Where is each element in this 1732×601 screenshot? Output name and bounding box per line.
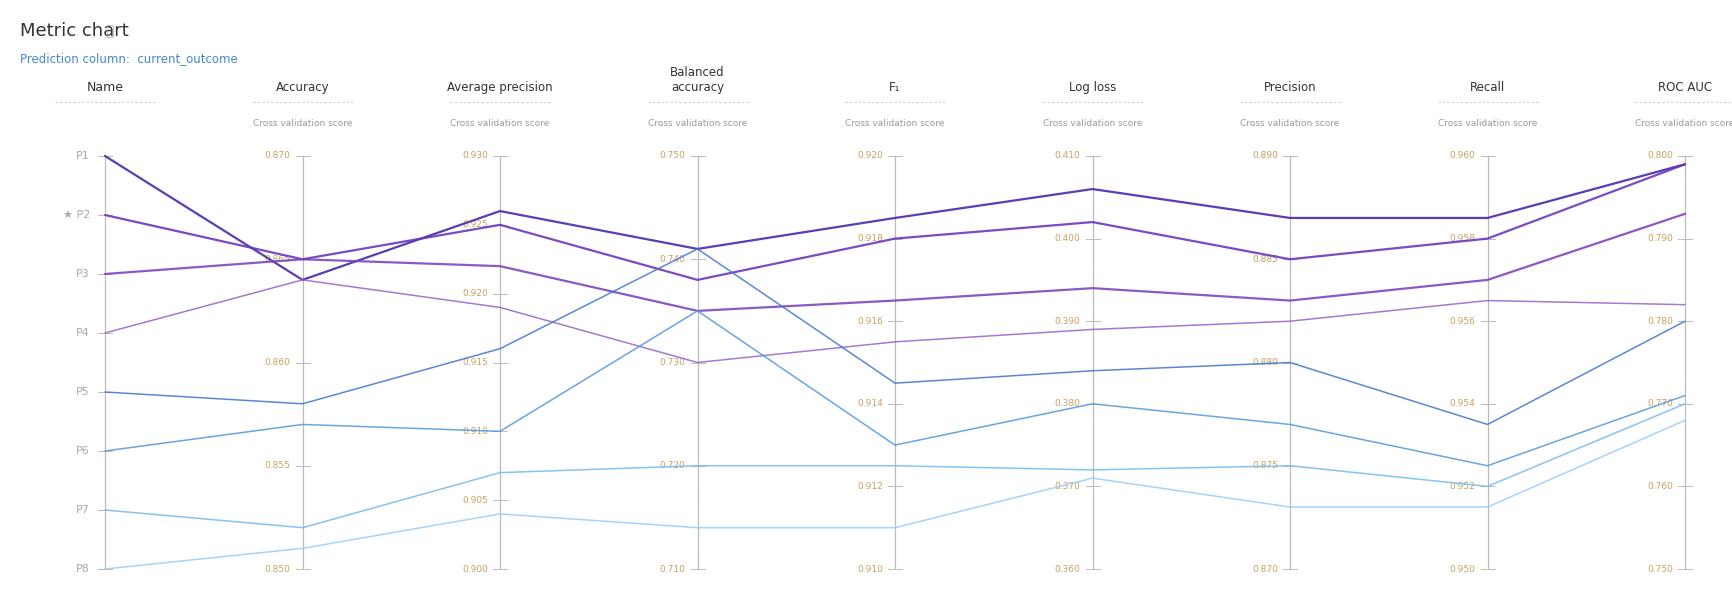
Text: 0.910: 0.910 xyxy=(462,427,488,436)
Text: 0.730: 0.730 xyxy=(660,358,686,367)
Text: 0.380: 0.380 xyxy=(1055,399,1081,408)
Text: P5: P5 xyxy=(76,387,90,397)
Text: 0.750: 0.750 xyxy=(1647,564,1673,573)
Text: 0.750: 0.750 xyxy=(660,151,686,160)
Text: 0.370: 0.370 xyxy=(1055,482,1081,491)
Text: Cross validation score: Cross validation score xyxy=(253,119,352,128)
Text: Average precision: Average precision xyxy=(447,81,553,94)
Text: 0.900: 0.900 xyxy=(462,564,488,573)
Text: 0.916: 0.916 xyxy=(857,317,883,326)
Text: 0.770: 0.770 xyxy=(1647,399,1673,408)
Text: 0.800: 0.800 xyxy=(1647,151,1673,160)
Text: Cross validation score: Cross validation score xyxy=(1635,119,1732,128)
Text: P1: P1 xyxy=(76,151,90,161)
Text: 0.912: 0.912 xyxy=(857,482,883,491)
Text: 0.870: 0.870 xyxy=(265,151,291,160)
Text: 0.918: 0.918 xyxy=(857,234,883,243)
Text: Recall: Recall xyxy=(1470,81,1505,94)
Text: 0.920: 0.920 xyxy=(857,151,883,160)
Text: Cross validation score: Cross validation score xyxy=(450,119,549,128)
Text: 0.930: 0.930 xyxy=(462,151,488,160)
Text: 0.390: 0.390 xyxy=(1055,317,1081,326)
Text: 0.914: 0.914 xyxy=(857,399,883,408)
Text: Prediction column:  current_outcome: Prediction column: current_outcome xyxy=(21,52,237,66)
Text: 0.720: 0.720 xyxy=(660,461,686,470)
Text: Metric chart: Metric chart xyxy=(21,22,128,40)
Text: 0.885: 0.885 xyxy=(1252,255,1278,264)
Text: 0.925: 0.925 xyxy=(462,221,488,230)
Text: Cross validation score: Cross validation score xyxy=(1043,119,1141,128)
Text: 0.950: 0.950 xyxy=(1450,564,1476,573)
Text: 0.890: 0.890 xyxy=(1252,151,1278,160)
Text: 0.400: 0.400 xyxy=(1055,234,1081,243)
Text: 0.790: 0.790 xyxy=(1647,234,1673,243)
Text: 0.410: 0.410 xyxy=(1055,151,1081,160)
Text: 0.905: 0.905 xyxy=(462,496,488,505)
Text: 0.880: 0.880 xyxy=(1252,358,1278,367)
Text: 0.860: 0.860 xyxy=(265,358,291,367)
Text: 0.910: 0.910 xyxy=(857,564,883,573)
Text: 0.915: 0.915 xyxy=(462,358,488,367)
Text: P8: P8 xyxy=(76,564,90,574)
Text: 0.952: 0.952 xyxy=(1450,482,1476,491)
Text: ⓘ: ⓘ xyxy=(106,24,113,38)
Text: 0.855: 0.855 xyxy=(265,461,291,470)
Text: 0.360: 0.360 xyxy=(1055,564,1081,573)
Text: Name: Name xyxy=(87,81,123,94)
Text: 0.954: 0.954 xyxy=(1450,399,1476,408)
Text: Cross validation score: Cross validation score xyxy=(1240,119,1339,128)
Text: P3: P3 xyxy=(76,269,90,279)
Text: 0.760: 0.760 xyxy=(1647,482,1673,491)
Text: 0.956: 0.956 xyxy=(1450,317,1476,326)
Text: 0.960: 0.960 xyxy=(1450,151,1476,160)
Text: 0.710: 0.710 xyxy=(660,564,686,573)
Text: P7: P7 xyxy=(76,505,90,515)
Text: 0.780: 0.780 xyxy=(1647,317,1673,326)
Text: Precision: Precision xyxy=(1264,81,1316,94)
Text: 0.958: 0.958 xyxy=(1450,234,1476,243)
Text: ★ P2: ★ P2 xyxy=(62,210,90,220)
Text: ROC AUC: ROC AUC xyxy=(1658,81,1711,94)
Text: Cross validation score: Cross validation score xyxy=(1438,119,1538,128)
Text: Cross validation score: Cross validation score xyxy=(845,119,944,128)
Text: 0.920: 0.920 xyxy=(462,289,488,298)
Text: 0.875: 0.875 xyxy=(1252,461,1278,470)
Text: P4: P4 xyxy=(76,328,90,338)
Text: Balanced
accuracy: Balanced accuracy xyxy=(670,66,724,94)
Text: 0.870: 0.870 xyxy=(1252,564,1278,573)
Text: 0.740: 0.740 xyxy=(660,255,686,264)
Text: P6: P6 xyxy=(76,446,90,456)
Text: Cross validation score: Cross validation score xyxy=(648,119,746,128)
Text: 0.865: 0.865 xyxy=(265,255,291,264)
Text: Log loss: Log loss xyxy=(1069,81,1115,94)
Text: F₁: F₁ xyxy=(889,81,901,94)
Text: 0.850: 0.850 xyxy=(265,564,291,573)
Text: Accuracy: Accuracy xyxy=(275,81,329,94)
